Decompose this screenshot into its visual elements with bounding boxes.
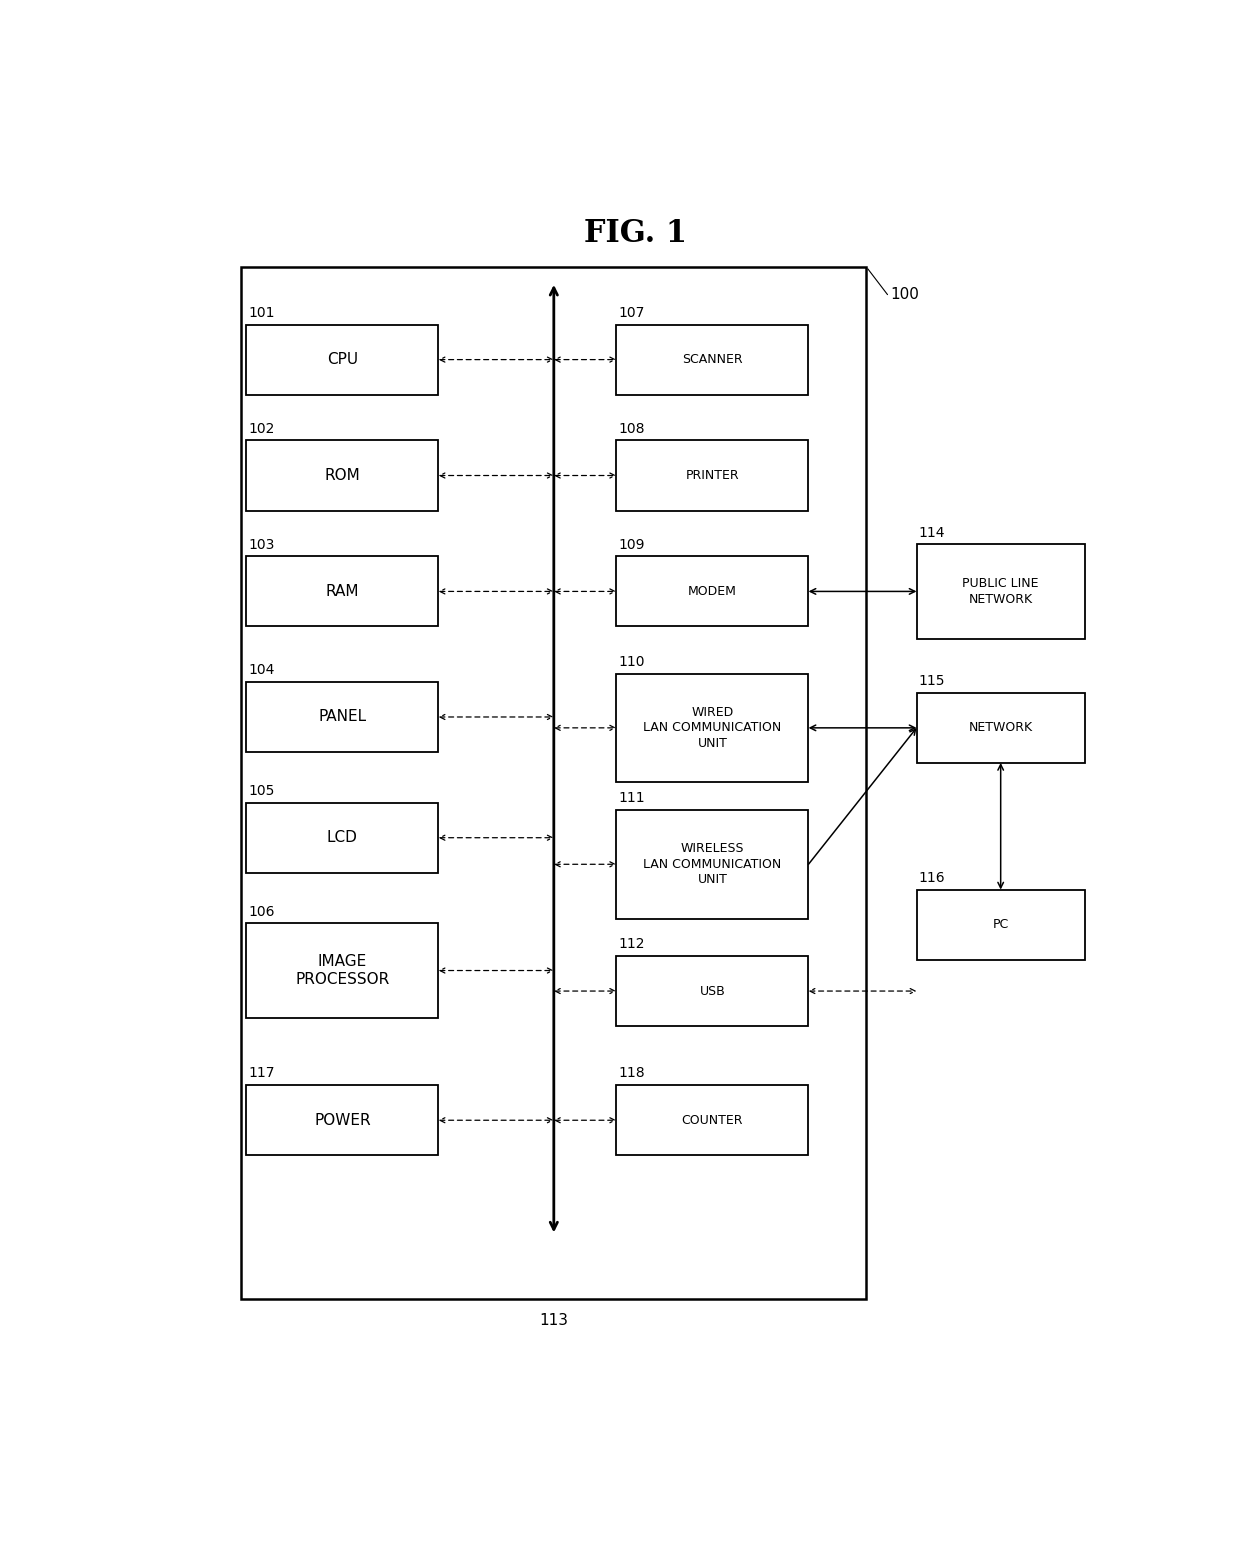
- Text: PUBLIC LINE
NETWORK: PUBLIC LINE NETWORK: [962, 577, 1039, 605]
- Text: 101: 101: [248, 306, 275, 320]
- Text: 115: 115: [919, 674, 945, 688]
- Text: CPU: CPU: [327, 353, 358, 367]
- Text: 104: 104: [248, 663, 274, 677]
- Text: 110: 110: [619, 655, 645, 668]
- Text: NETWORK: NETWORK: [968, 721, 1033, 734]
- Text: SCANNER: SCANNER: [682, 353, 743, 365]
- Text: PRINTER: PRINTER: [686, 469, 739, 481]
- Text: 107: 107: [619, 306, 645, 320]
- Text: COUNTER: COUNTER: [682, 1113, 743, 1127]
- Text: 112: 112: [619, 938, 645, 952]
- Bar: [247, 682, 439, 753]
- Text: 103: 103: [248, 538, 274, 552]
- Bar: [247, 924, 439, 1018]
- Text: FIG. 1: FIG. 1: [584, 218, 687, 249]
- Bar: [616, 956, 808, 1025]
- Text: WIRED
LAN COMMUNICATION
UNIT: WIRED LAN COMMUNICATION UNIT: [644, 706, 781, 750]
- Text: 109: 109: [619, 538, 645, 552]
- Bar: [916, 544, 1085, 638]
- Bar: [247, 1085, 439, 1156]
- Text: MODEM: MODEM: [688, 585, 737, 597]
- Bar: [916, 693, 1085, 764]
- Text: 116: 116: [919, 870, 945, 884]
- Bar: [616, 1085, 808, 1156]
- Text: 100: 100: [890, 287, 919, 303]
- Text: 108: 108: [619, 422, 645, 436]
- Text: 113: 113: [539, 1314, 568, 1328]
- Text: 102: 102: [248, 422, 274, 436]
- Text: 114: 114: [919, 525, 945, 539]
- Text: 106: 106: [248, 905, 275, 919]
- Text: POWER: POWER: [314, 1113, 371, 1127]
- Text: WIRELESS
LAN COMMUNICATION
UNIT: WIRELESS LAN COMMUNICATION UNIT: [644, 842, 781, 886]
- Text: USB: USB: [699, 985, 725, 997]
- Bar: [247, 441, 439, 511]
- Bar: [616, 441, 808, 511]
- Text: RAM: RAM: [326, 583, 360, 599]
- Text: PC: PC: [992, 919, 1009, 931]
- Text: 111: 111: [619, 792, 645, 804]
- Text: 117: 117: [248, 1066, 275, 1080]
- Text: 105: 105: [248, 784, 274, 798]
- Bar: [616, 811, 808, 919]
- Text: 118: 118: [619, 1066, 645, 1080]
- Text: IMAGE
PROCESSOR: IMAGE PROCESSOR: [295, 953, 389, 986]
- Text: PANEL: PANEL: [319, 709, 367, 724]
- Bar: [616, 557, 808, 627]
- Text: LCD: LCD: [327, 829, 358, 845]
- Bar: [616, 674, 808, 782]
- Bar: [247, 325, 439, 395]
- Bar: [242, 267, 866, 1298]
- Bar: [616, 325, 808, 395]
- Bar: [247, 557, 439, 627]
- Text: ROM: ROM: [325, 467, 361, 483]
- Bar: [916, 889, 1085, 960]
- Bar: [247, 803, 439, 873]
